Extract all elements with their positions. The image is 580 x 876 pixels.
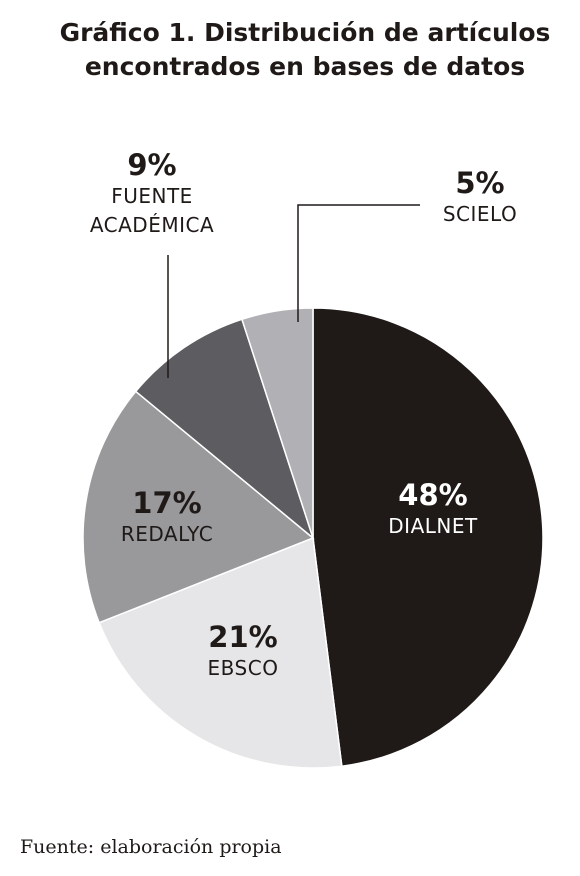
leader-line (297, 204, 420, 322)
value-label: 9% (127, 148, 177, 182)
chart-title: Gráfico 1. Distribución de artículos enc… (59, 18, 551, 81)
value-label: 17% (132, 486, 202, 520)
source-note: Fuente: elaboración propia (20, 836, 282, 858)
pie-slice (82, 390, 315, 624)
value-label: 21% (208, 620, 278, 654)
slice-label: 9% FUENTE ACADÉMICA (77, 148, 227, 240)
category-label: FUENTE ACADÉMICA (89, 184, 215, 237)
category-label: DIALNET (388, 514, 478, 538)
category-label: SCIELO (442, 202, 518, 226)
slice-label: 5% SCIELO (443, 166, 517, 229)
pie-slice (312, 307, 544, 768)
pie-slice (134, 318, 315, 541)
category-label: REDALYC (120, 522, 214, 546)
value-label: 48% (398, 478, 468, 512)
pie-slice (98, 536, 343, 769)
slice-label: 48% DIALNET (388, 478, 477, 541)
category-label: EBSCO (207, 656, 279, 680)
slice-label: 21% EBSCO (208, 620, 279, 683)
slice-label: 17% REDALYC (121, 486, 213, 549)
value-label: 5% (455, 166, 505, 200)
pie-slice (240, 307, 314, 539)
